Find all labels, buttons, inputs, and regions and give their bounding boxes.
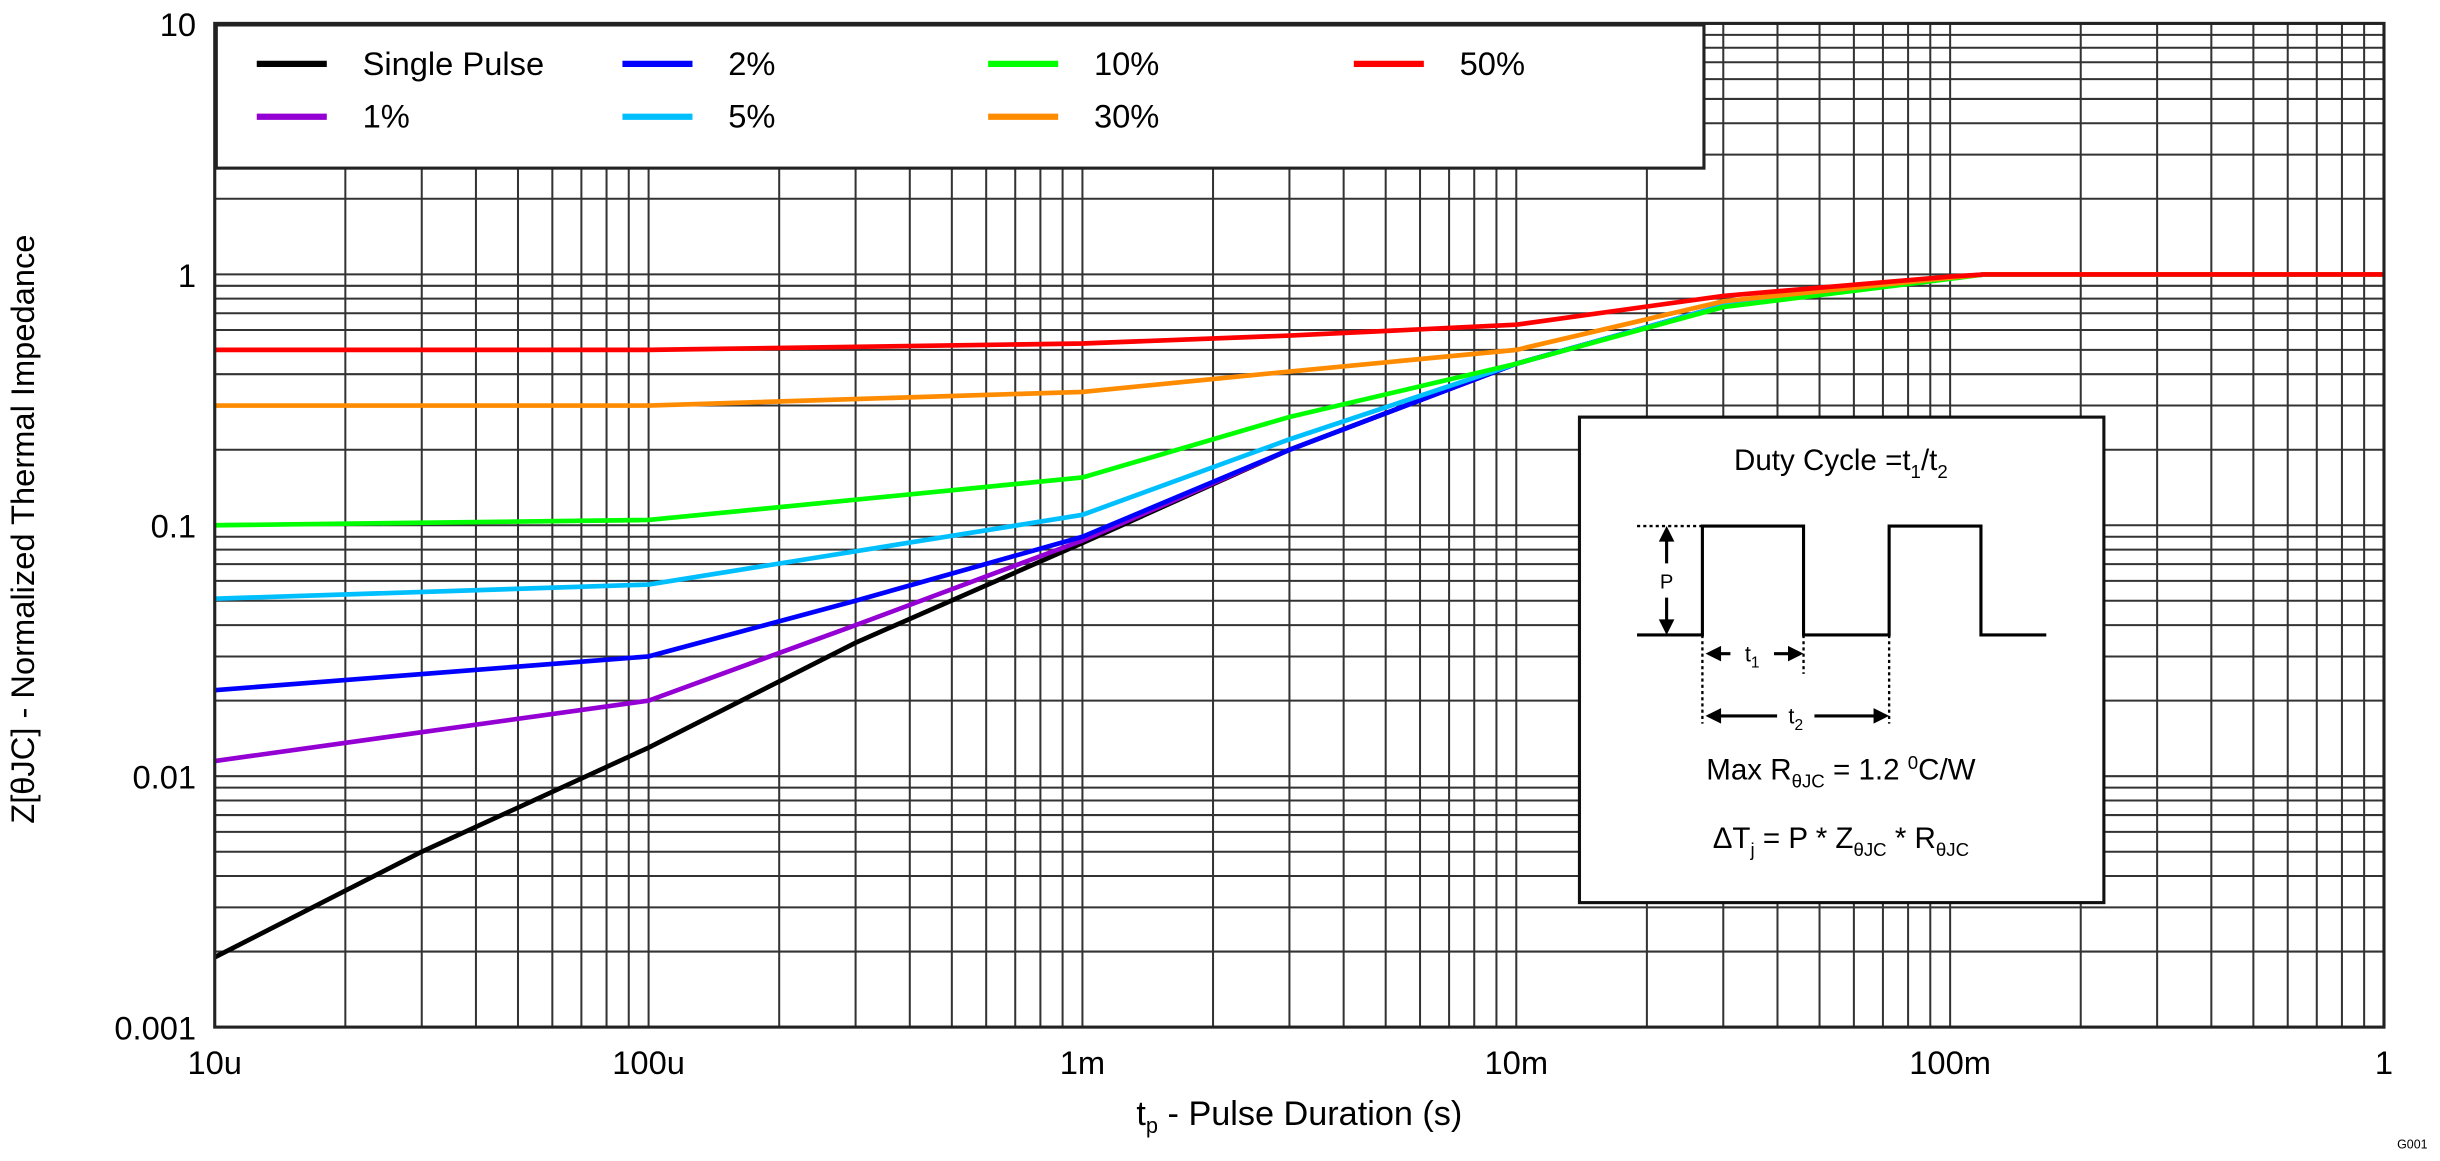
series-line-30- — [214, 272, 2384, 408]
y-tick-labels: 10 1 0.1 0.01 0.001 — [114, 6, 196, 1047]
pulse-waveform — [1637, 524, 2047, 637]
x-tick-label: 100m — [1909, 1044, 1991, 1081]
x-tick-label: 10m — [1485, 1044, 1549, 1081]
legend-label: Single Pulse — [363, 45, 545, 82]
series-line-50- — [214, 272, 2384, 353]
legend: Single Pulse 1% 2% 5% 10% 30% 50% — [214, 23, 1706, 170]
legend-label: 50% — [1460, 45, 1525, 82]
figure-id: G001 — [2397, 1137, 2428, 1151]
p-label: P — [1660, 571, 1674, 593]
inset-title: Duty Cycle =t1/t2 — [1734, 444, 1948, 482]
y-axis-label: Z[θJC] - Normalized Thermal Impedance — [4, 235, 41, 824]
t2-arrow — [1705, 708, 1890, 724]
legend-label: 10% — [1094, 45, 1159, 82]
x-tick-label: 1 — [2375, 1044, 2393, 1081]
t1-label: t1 — [1745, 641, 1760, 671]
t2-label: t2 — [1788, 704, 1803, 734]
p-arrow — [1658, 526, 1675, 635]
delta-tj-formula: ΔTj = P * ZθJC * RθJC — [1713, 822, 1969, 860]
y-tick-label: 0.1 — [151, 508, 196, 545]
legend-label: 2% — [728, 45, 775, 82]
x-tick-label: 100u — [612, 1044, 685, 1081]
x-tick-label: 1m — [1060, 1044, 1105, 1081]
x-axis-label: tp - Pulse Duration (s) — [1136, 1095, 1462, 1138]
x-tick-labels: 10u 100u 1m 10m 100m 1 — [187, 1044, 2393, 1081]
x-tick-label: 10u — [187, 1044, 242, 1081]
y-tick-label: 0.01 — [133, 759, 197, 796]
y-tick-label: 10 — [160, 6, 196, 43]
y-tick-label: 1 — [178, 257, 196, 294]
legend-label: 30% — [1094, 98, 1159, 135]
max-rthjc: Max RθJC = 1.2 0C/W — [1706, 752, 1975, 792]
duty-cycle-inset: Duty Cycle =t1/t2 P t1 t2 Max RθJC = 1.2… — [1577, 415, 2106, 905]
legend-label: 5% — [728, 98, 775, 135]
t1-arrow — [1705, 645, 1804, 662]
legend-label: 1% — [363, 98, 410, 135]
series-lines — [213, 272, 2384, 960]
y-tick-label: 0.001 — [114, 1010, 196, 1047]
